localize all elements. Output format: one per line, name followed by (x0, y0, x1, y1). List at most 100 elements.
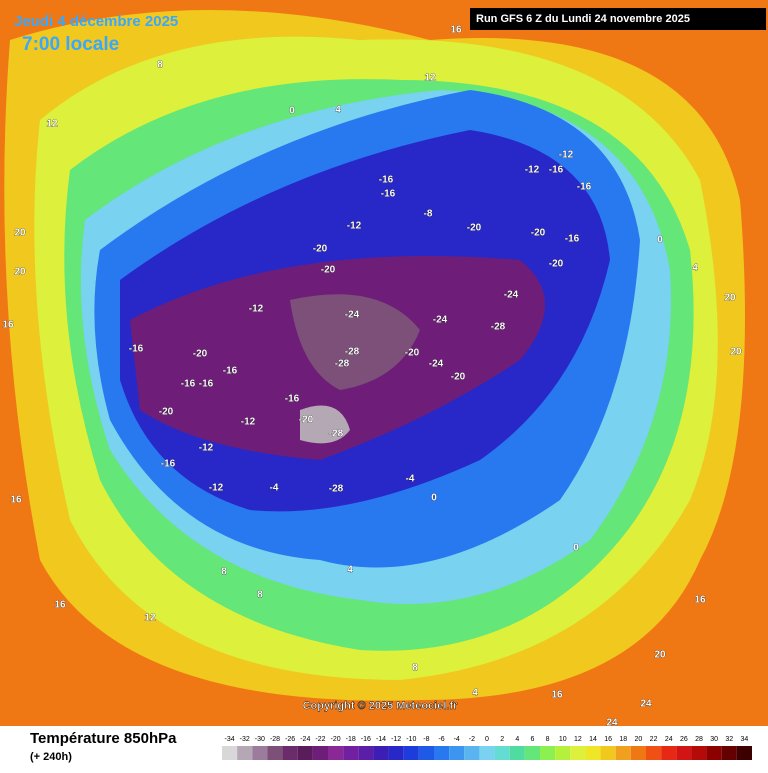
colorbar-tick-label: 10 (559, 736, 567, 743)
contour-label: 16 (10, 495, 22, 506)
contour-label: -16 (161, 459, 176, 470)
contour-label: 0 (289, 106, 295, 117)
colorbar-tick-label: -18 (346, 736, 356, 743)
contour-label: 16 (551, 690, 563, 701)
colorbar-tick-label: 2 (500, 736, 504, 743)
contour-label: 20 (730, 347, 742, 358)
colorbar-tick-label: 14 (589, 736, 597, 743)
colorbar-swatch (343, 746, 359, 760)
colorbar-swatch (373, 746, 389, 760)
contour-label: -20 (321, 265, 336, 276)
colorbar-swatch (524, 746, 540, 760)
colorbar-tick-label: -28 (270, 736, 280, 743)
forecast-time: 7:00 locale (22, 34, 119, 55)
colorbar-swatch (418, 746, 434, 760)
colorbar-swatch (252, 746, 268, 760)
contour-label: -20 (531, 228, 546, 239)
contour-label: -12 (241, 417, 256, 428)
contour-label: -28 (329, 484, 344, 495)
forecast-date: Jeudi 4 décembre 2025 (14, 13, 178, 30)
lead-time: (+ 240h) (30, 751, 72, 763)
colorbar-swatch (388, 746, 404, 760)
colorbar-tick-label: 26 (680, 736, 688, 743)
contour-label: -24 (429, 359, 444, 370)
contour-label: 24 (606, 718, 618, 729)
colorbar-swatch (600, 746, 616, 760)
contour-label: -20 (405, 348, 420, 359)
contour-label: 0 (573, 543, 579, 554)
contour-label: 4 (692, 263, 698, 274)
colorbar-tick-label: 34 (741, 736, 749, 743)
colorbar-swatch (676, 746, 692, 760)
contour-label: 8 (412, 663, 418, 674)
contour-label: -16 (181, 379, 196, 390)
colorbar-tick-label: 0 (485, 736, 489, 743)
colorbar-swatch (494, 746, 510, 760)
colorbar-tick-label: -10 (406, 736, 416, 743)
contour-label: 12 (46, 119, 58, 130)
contour-label: -24 (504, 290, 519, 301)
contour-label: 16 (54, 600, 66, 611)
contour-label: 20 (724, 293, 736, 304)
contour-label: -28 (345, 347, 360, 358)
zone-extreme (290, 294, 420, 390)
contour-label: -12 (209, 483, 224, 494)
colorbar-tick-label: -4 (454, 736, 460, 743)
colorbar-swatch (434, 746, 450, 760)
contour-label: 8 (157, 60, 163, 71)
colorbar-swatch (267, 746, 283, 760)
contour-label: 0 (431, 493, 437, 504)
colorbar-swatch (222, 746, 238, 760)
colorbar-swatch (691, 746, 707, 760)
contour-label: 20 (654, 650, 666, 661)
colorbar-tick-label: -8 (423, 736, 429, 743)
contour-label: 16 (2, 320, 14, 331)
colorbar-swatch (540, 746, 556, 760)
colorbar-swatch (509, 746, 525, 760)
run-banner (470, 8, 766, 30)
colorbar-tick-label: 6 (530, 736, 534, 743)
colorbar-tick-label: 4 (515, 736, 519, 743)
colorbar-tick-label: -16 (361, 736, 371, 743)
contour-label: -20 (299, 415, 314, 426)
contour-label: -20 (549, 259, 564, 270)
colorbar-swatch (630, 746, 646, 760)
contour-label: -24 (433, 315, 448, 326)
contour-label: -12 (525, 165, 540, 176)
colorbar-swatch (555, 746, 571, 760)
colorbar-swatch (358, 746, 374, 760)
contour-label: -12 (199, 443, 214, 454)
colorbar-swatch (615, 746, 631, 760)
colorbar-swatch (585, 746, 601, 760)
colorbar-tick-label: 18 (619, 736, 627, 743)
contour-label: -16 (199, 379, 214, 390)
colorbar-tick-label: -22 (315, 736, 325, 743)
colorbar-tick-label: 16 (604, 736, 612, 743)
colorbar-tick-label: 28 (695, 736, 703, 743)
colorbar-swatch (449, 746, 465, 760)
contour-label: -16 (577, 182, 592, 193)
colorbar-swatch (297, 746, 313, 760)
colorbar-swatch (706, 746, 722, 760)
contour-label: 4 (347, 565, 353, 576)
colorbar-tick-label: 8 (546, 736, 550, 743)
contour-label: -16 (379, 175, 394, 186)
colorbar-tick-label: -6 (438, 736, 444, 743)
copyright: Copyright © 2025 Meteociel.fr (303, 700, 459, 712)
contour-label: 8 (257, 590, 263, 601)
contour-label: 20 (14, 267, 26, 278)
colorbar-swatch (312, 746, 328, 760)
zone-extreme-core (300, 405, 350, 444)
contour-label: -24 (345, 310, 360, 321)
contour-label: -16 (381, 189, 396, 200)
contour-label: 16 (450, 25, 462, 36)
colorbar-tick-label: -12 (391, 736, 401, 743)
contour-label: 0 (657, 235, 663, 246)
colorbar-tick-label: -2 (469, 736, 475, 743)
colorbar-swatch (646, 746, 662, 760)
colorbar-tick-label: -26 (285, 736, 295, 743)
contour-label: 8 (221, 567, 227, 578)
contour-label: 4 (472, 688, 478, 699)
contour-label: -4 (406, 474, 415, 485)
